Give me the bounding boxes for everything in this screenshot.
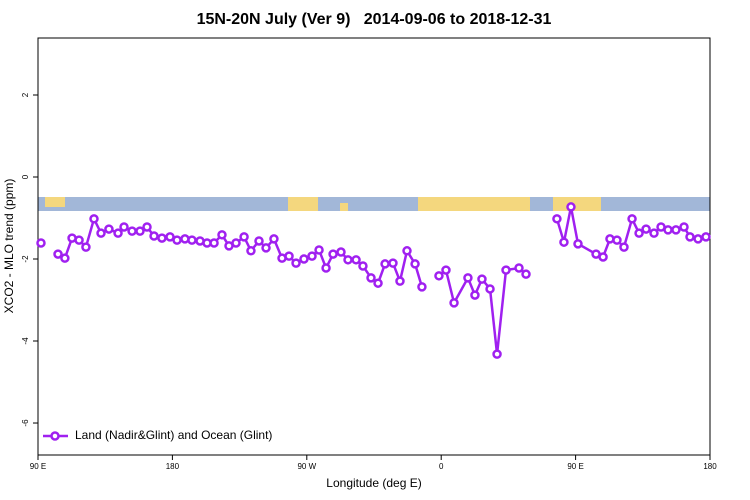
point [612, 235, 622, 245]
point [314, 245, 324, 255]
point [113, 228, 123, 238]
point [149, 231, 159, 241]
point [119, 222, 129, 232]
plot-frame [37, 37, 711, 456]
x-tick-label: 180 [166, 462, 180, 471]
point [142, 222, 152, 232]
point [343, 255, 353, 265]
point [492, 349, 502, 359]
point [685, 232, 695, 242]
point [641, 224, 651, 234]
point [60, 253, 70, 263]
point [209, 238, 219, 248]
point [336, 247, 346, 257]
point [463, 273, 473, 283]
point [598, 252, 608, 262]
x-tick-label: 0 [439, 462, 444, 471]
point [573, 239, 583, 249]
y-tick-label: -2 [21, 255, 30, 263]
point [373, 278, 383, 288]
chart-title: 15N-20N July (Ver 9) 2014-09-06 to 2018-… [197, 11, 552, 28]
x-axis-title: Longitude (deg E) [326, 476, 421, 490]
y-tick-label: 2 [21, 92, 30, 97]
point [477, 274, 487, 284]
point [501, 265, 511, 275]
point [627, 214, 637, 224]
x-tick-label: 90 E [30, 462, 46, 471]
point [679, 222, 689, 232]
point [402, 246, 412, 256]
point [307, 251, 317, 261]
point [514, 263, 524, 273]
point [566, 202, 576, 212]
point [434, 271, 444, 281]
point [127, 226, 137, 236]
point [701, 232, 711, 242]
point [410, 259, 420, 269]
y-axis-title: XCO2 - MLO trend (ppm) [2, 179, 16, 314]
x-tick-label: 180 [703, 462, 717, 471]
point [217, 230, 227, 240]
point [231, 238, 241, 248]
point [351, 255, 361, 265]
point [53, 249, 63, 259]
point [187, 235, 197, 245]
point [380, 259, 390, 269]
point [449, 298, 459, 308]
point [284, 251, 294, 261]
point [328, 249, 338, 259]
y-tick-label: -4 [21, 337, 30, 345]
point [671, 225, 681, 235]
point [246, 246, 256, 256]
series-line [57, 206, 707, 355]
legend-label: Land (Nadir&Glint) and Ocean (Glint) [75, 428, 272, 442]
point [89, 214, 99, 224]
point [104, 224, 114, 234]
point [81, 242, 91, 252]
point [619, 242, 629, 252]
point [254, 236, 264, 246]
point [165, 232, 175, 242]
point [634, 228, 644, 238]
y-tick-label: 0 [21, 174, 30, 179]
x-tick-label: 90 W [297, 462, 316, 471]
point [261, 243, 271, 253]
point [135, 226, 145, 236]
point [291, 258, 301, 268]
point [559, 237, 569, 247]
point [663, 225, 673, 235]
point [321, 263, 331, 273]
point [366, 273, 376, 283]
point [74, 235, 84, 245]
point [36, 238, 46, 248]
point [485, 284, 495, 294]
point [521, 269, 531, 279]
point [96, 228, 106, 238]
map-strip [38, 197, 710, 211]
point [388, 258, 398, 268]
point [358, 261, 368, 271]
point [552, 214, 562, 224]
point [693, 234, 703, 244]
point [269, 234, 279, 244]
legend-marker [50, 431, 60, 441]
point [441, 265, 451, 275]
point [649, 228, 659, 238]
point [157, 233, 167, 243]
point [299, 254, 309, 264]
point [172, 235, 182, 245]
y-tick-label: -6 [21, 419, 30, 427]
point [470, 290, 480, 300]
point [239, 232, 249, 242]
x-tick-label: 90 E [567, 462, 583, 471]
point [417, 282, 427, 292]
point [395, 276, 405, 286]
